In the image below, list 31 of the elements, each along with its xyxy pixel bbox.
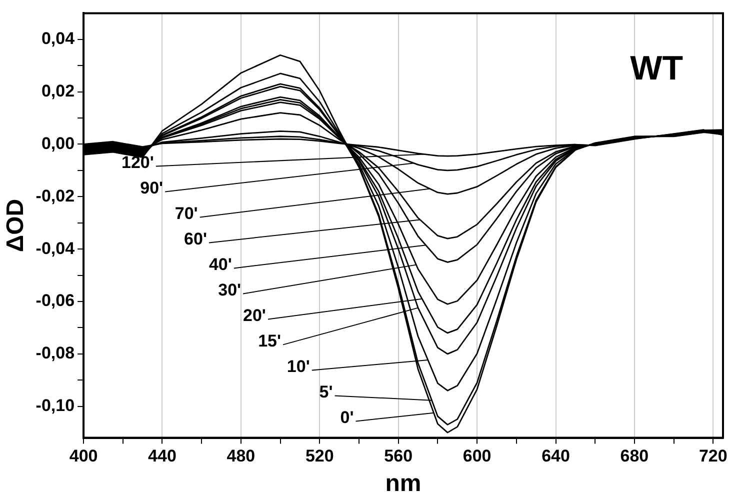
annotation: 10' — [286, 356, 310, 376]
y-tick-label: 0,02 — [41, 82, 75, 101]
x-tick-label: 440 — [148, 446, 176, 466]
x-tick-label: 680 — [620, 446, 649, 466]
x-tick-label: 560 — [384, 446, 413, 466]
y-tick-label: 0,00 — [41, 134, 75, 153]
y-tick-label: -0,02 — [36, 186, 75, 206]
annotation: 0' — [340, 408, 354, 427]
y-tick-label: -0,06 — [36, 291, 75, 310]
x-tick-label: 600 — [462, 446, 492, 466]
annotation: 20' — [243, 306, 266, 325]
x-axis-title: nm — [385, 470, 422, 498]
x-tick-label: 480 — [226, 446, 256, 466]
x-tick-label: 400 — [69, 446, 98, 466]
y-axis-title: ΔOD — [2, 198, 30, 252]
annotation: 30' — [218, 280, 242, 300]
annotation: 5' — [319, 382, 333, 402]
x-tick-label: 720 — [698, 446, 728, 466]
x-tick-label: 520 — [305, 446, 334, 466]
y-tick-label: -0,04 — [36, 238, 76, 258]
annotation: 70' — [174, 204, 198, 223]
y-tick-label: -0,10 — [36, 396, 75, 416]
annotation: 15' — [258, 331, 282, 350]
y-tick-label: -0,08 — [36, 344, 75, 363]
annotation: 60' — [184, 229, 207, 248]
annotation: WT — [630, 50, 684, 88]
x-tick-label: 640 — [542, 446, 570, 466]
y-tick-label: 0,04 — [41, 29, 76, 48]
annotation: 40' — [208, 254, 232, 274]
annotation: 120' — [122, 152, 154, 172]
annotation: 90' — [140, 178, 164, 198]
